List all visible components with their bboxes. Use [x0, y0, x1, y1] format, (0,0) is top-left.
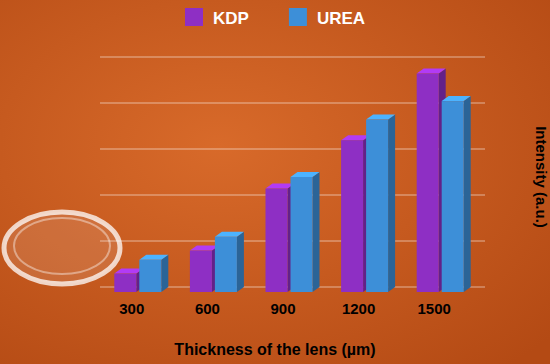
bar-top	[139, 255, 168, 260]
chart: 300 600 900 1200 1500 Thickness of the lens (…	[0, 0, 550, 364]
bar	[341, 140, 363, 292]
bar-top	[266, 184, 295, 189]
legend-label: KDP	[213, 9, 249, 28]
x-axis-title: Thickness of the lens (µm)	[174, 341, 375, 358]
bar	[139, 260, 161, 292]
bar	[417, 74, 439, 293]
x-tick-label: 900	[270, 300, 295, 317]
lens-inner	[14, 218, 110, 274]
bar-side	[388, 115, 395, 293]
lens	[4, 212, 120, 284]
bar	[266, 189, 288, 293]
bar-top	[366, 115, 395, 120]
bar-side	[313, 172, 320, 292]
legend-label: UREA	[317, 9, 365, 28]
x-tick-label: 1200	[342, 300, 375, 317]
bar-top	[417, 69, 446, 74]
bar	[366, 120, 388, 293]
bar-top	[442, 96, 471, 101]
legend-swatch	[185, 8, 203, 26]
background	[0, 0, 550, 364]
bar-top	[291, 172, 320, 177]
bar-top	[215, 232, 244, 237]
bar-side	[237, 232, 244, 292]
y-axis-title: Intensity (a.u.)	[533, 126, 550, 228]
bar-top	[114, 269, 143, 274]
bar-side	[161, 255, 168, 292]
bar	[114, 274, 136, 292]
bars	[114, 69, 470, 293]
bar	[190, 251, 212, 292]
x-tick-label: 1500	[418, 300, 451, 317]
bar-top	[341, 135, 370, 140]
grid-line	[100, 57, 485, 58]
bar-top	[190, 246, 219, 251]
bar-side	[464, 96, 471, 292]
x-tick-label: 300	[119, 300, 144, 317]
legend-swatch	[289, 8, 307, 26]
bar	[291, 177, 313, 292]
bar	[215, 237, 237, 292]
x-tick-label: 600	[195, 300, 220, 317]
bar	[442, 101, 464, 292]
